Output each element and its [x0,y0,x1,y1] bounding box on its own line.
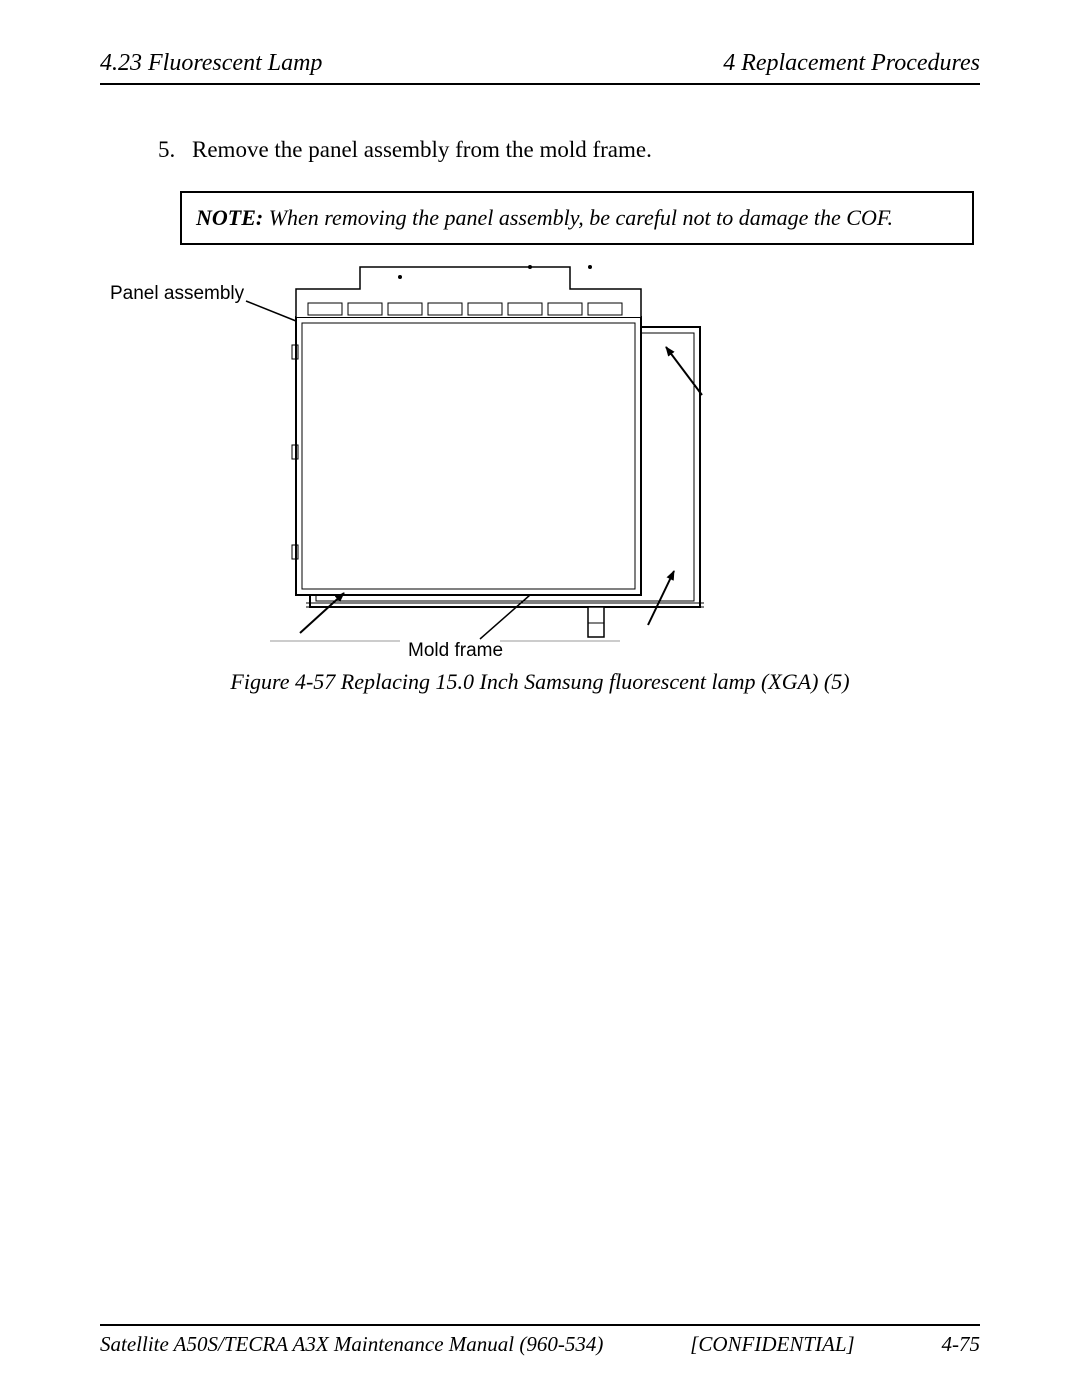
footer-center: [CONFIDENTIAL] [690,1332,855,1357]
note-label: NOTE: [196,205,263,230]
header-right: 4 Replacement Procedures [723,50,980,77]
diagram-svg [100,245,980,665]
figure-4-57: Panel assembly Mold frame [100,245,980,665]
step-text: Remove the panel assembly from the mold … [192,137,652,163]
note-box: NOTE: When removing the panel assembly, … [180,191,974,245]
page-header: 4.23 Fluorescent Lamp 4 Replacement Proc… [100,50,980,85]
step-number: 5. [158,137,192,163]
footer-left: Satellite A50S/TECRA A3X Maintenance Man… [100,1332,603,1357]
header-left: 4.23 Fluorescent Lamp [100,50,322,77]
step-5: 5. Remove the panel assembly from the mo… [158,137,980,163]
page-footer: Satellite A50S/TECRA A3X Maintenance Man… [100,1324,980,1357]
footer-right: 4-75 [942,1332,981,1357]
page: 4.23 Fluorescent Lamp 4 Replacement Proc… [0,0,1080,1397]
note-text: When removing the panel assembly, be car… [263,205,893,230]
figure-caption: Figure 4-57 Replacing 15.0 Inch Samsung … [100,669,980,695]
